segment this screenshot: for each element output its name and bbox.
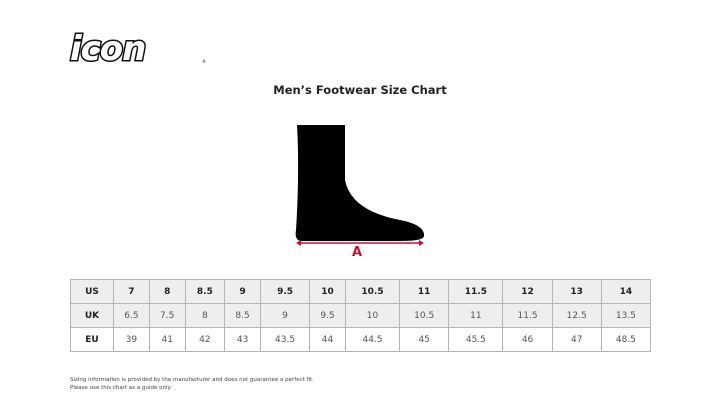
- table-cell: 9: [259, 303, 311, 328]
- icon-logo: icon ®: [69, 30, 207, 66]
- table-cell: 7.5: [148, 303, 186, 328]
- table-cell: 14: [600, 279, 652, 304]
- svg-text:icon: icon: [70, 30, 145, 66]
- table-cell: 44.5: [344, 327, 401, 352]
- foot-diagram: [295, 125, 425, 246]
- table-cell: 9: [224, 279, 261, 304]
- table-cell: 12: [502, 279, 553, 304]
- table-cell: 11.5: [502, 303, 553, 328]
- row-header: US: [70, 279, 114, 304]
- table-cell: 11: [448, 303, 504, 328]
- table-row: EU 39 41 42 43 43.5 44 44.5 45 45.5 46 47 48.5: [70, 327, 652, 352]
- table-cell: 8: [148, 279, 186, 304]
- table-cell: 48.5: [600, 327, 652, 352]
- table-cell: 44: [309, 327, 346, 352]
- table-cell: 8: [184, 303, 226, 328]
- table-cell: 13: [551, 279, 602, 304]
- table-cell: 39: [113, 327, 150, 352]
- row-header: UK: [70, 303, 114, 328]
- foot-silhouette: [295, 125, 425, 241]
- table-cell: 11.5: [448, 279, 504, 304]
- table-cell: 41: [148, 327, 186, 352]
- table-cell: 7: [113, 279, 150, 304]
- table-cell: 10.5: [344, 279, 401, 304]
- size-table: US 7 8 8.5 9 9.5 10 10.5 11 11.5 12 13 14 UK 6.5 7.5 8 8.…: [70, 279, 652, 352]
- table-cell: 8.5: [224, 303, 261, 328]
- table-row: UK 6.5 7.5 8 8.5 9 9.5 10 10.5 11 11.5 12.5 13.5: [70, 303, 652, 328]
- table-cell: 10: [309, 279, 346, 304]
- row-header: EU: [70, 327, 114, 352]
- disclaimer: Sizing information is provided by the ma…: [70, 376, 314, 392]
- table-cell: 42: [184, 327, 226, 352]
- table-cell: 46: [502, 327, 553, 352]
- table-cell: 12.5: [551, 303, 602, 328]
- table-cell: 45: [399, 327, 450, 352]
- table-cell: 45.5: [448, 327, 504, 352]
- disclaimer-line-2: Please use this chart as a guide only.: [70, 385, 172, 391]
- table-cell: 47: [551, 327, 602, 352]
- disclaimer-line-1: Sizing information is provided by the ma…: [70, 377, 314, 383]
- table-cell: 6.5: [113, 303, 150, 328]
- table-cell: 10.5: [399, 303, 450, 328]
- table-cell: 43: [224, 327, 261, 352]
- measure-label: A: [352, 245, 363, 260]
- table-cell: 43.5: [259, 327, 311, 352]
- table-cell: 9.5: [309, 303, 346, 328]
- page-title: Men’s Footwear Size Chart: [273, 83, 447, 97]
- table-cell: 8.5: [184, 279, 226, 304]
- table-cell: 9.5: [259, 279, 311, 304]
- table-row: US 7 8 8.5 9 9.5 10 10.5 11 11.5 12 13 14: [70, 279, 652, 304]
- svg-text:®: ®: [202, 59, 206, 64]
- table-cell: 11: [399, 279, 450, 304]
- table-cell: 13.5: [600, 303, 652, 328]
- table-cell: 10: [344, 303, 401, 328]
